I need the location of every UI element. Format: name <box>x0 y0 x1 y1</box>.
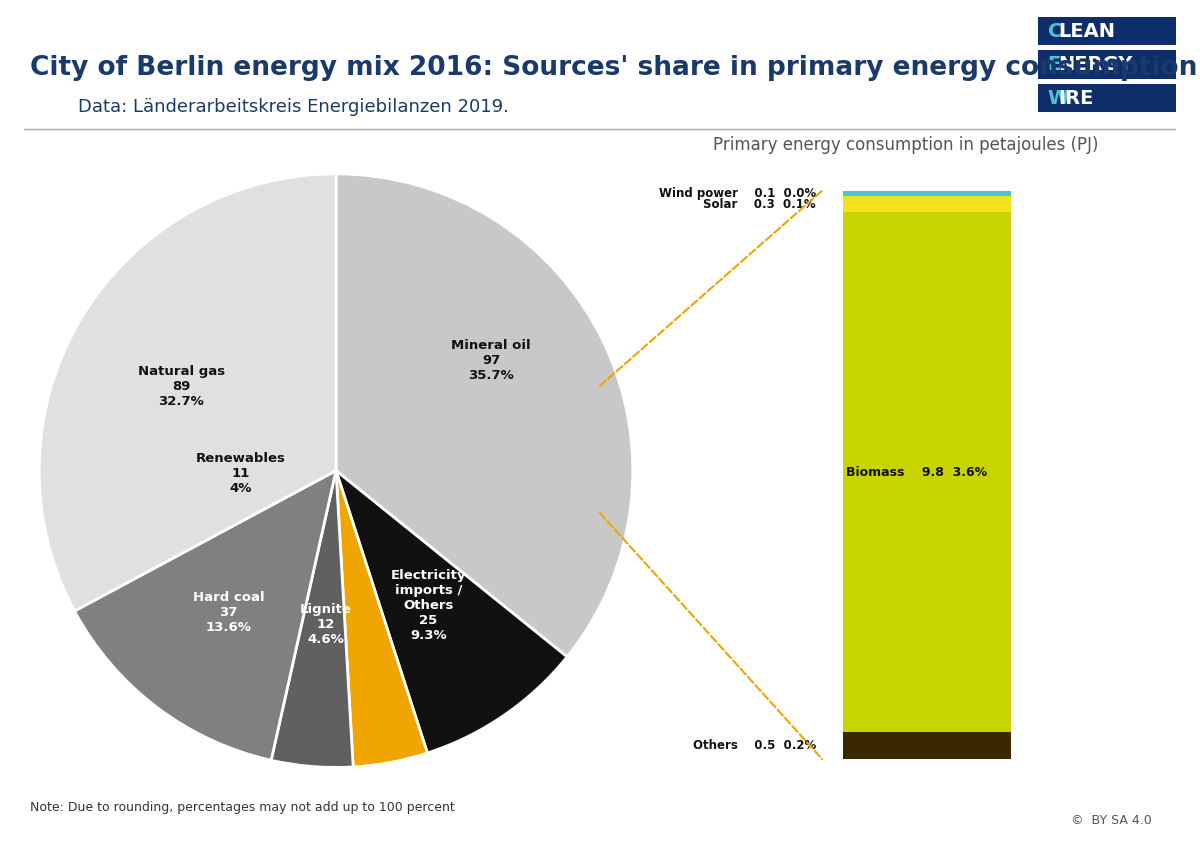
FancyBboxPatch shape <box>1038 17 1176 45</box>
Text: Others    0.5  0.2%: Others 0.5 0.2% <box>692 739 816 752</box>
Text: Hard coal
37
13.6%: Hard coal 37 13.6% <box>192 591 264 634</box>
Text: C: C <box>1048 21 1062 41</box>
Text: Mineral oil
97
35.7%: Mineral oil 97 35.7% <box>451 339 532 382</box>
Bar <box>844 212 1012 733</box>
Text: Biomass    9.8  3.6%: Biomass 9.8 3.6% <box>846 466 988 479</box>
Bar <box>844 733 1012 759</box>
Text: Natural gas
89
32.7%: Natural gas 89 32.7% <box>138 365 224 409</box>
Text: City of Berlin energy mix 2016: Sources' share in primary energy consumption.: City of Berlin energy mix 2016: Sources'… <box>30 55 1200 81</box>
Wedge shape <box>40 174 336 611</box>
Wedge shape <box>336 174 632 657</box>
Wedge shape <box>336 471 427 767</box>
Text: Data: Länderarbeitskreis Energiebilanzen 2019.: Data: Länderarbeitskreis Energiebilanzen… <box>78 98 509 115</box>
FancyBboxPatch shape <box>1038 50 1176 79</box>
Wedge shape <box>74 471 336 761</box>
Text: IRE: IRE <box>1058 89 1093 108</box>
Text: NERGY: NERGY <box>1058 55 1133 74</box>
Text: ©  BY SA 4.0: © BY SA 4.0 <box>1072 814 1152 827</box>
Text: Wind power    0.1  0.0%: Wind power 0.1 0.0% <box>659 187 816 200</box>
Text: Lignite
12
4.6%: Lignite 12 4.6% <box>300 603 352 646</box>
Text: Primary energy consumption in petajoules (PJ): Primary energy consumption in petajoules… <box>713 136 1099 153</box>
Text: LEAN: LEAN <box>1058 21 1115 41</box>
Text: Note: Due to rounding, percentages may not add up to 100 percent: Note: Due to rounding, percentages may n… <box>30 801 455 814</box>
Wedge shape <box>271 471 353 767</box>
Bar <box>844 191 1012 196</box>
Wedge shape <box>336 471 568 753</box>
FancyBboxPatch shape <box>1038 84 1176 113</box>
Text: W: W <box>1048 89 1069 108</box>
Bar <box>844 196 1012 212</box>
Text: Electricity
imports /
Others
25
9.3%: Electricity imports / Others 25 9.3% <box>391 569 467 642</box>
Text: Renewables
11
4%: Renewables 11 4% <box>196 452 286 495</box>
Text: E: E <box>1048 55 1061 74</box>
Text: Solar    0.3  0.1%: Solar 0.3 0.1% <box>703 198 816 210</box>
